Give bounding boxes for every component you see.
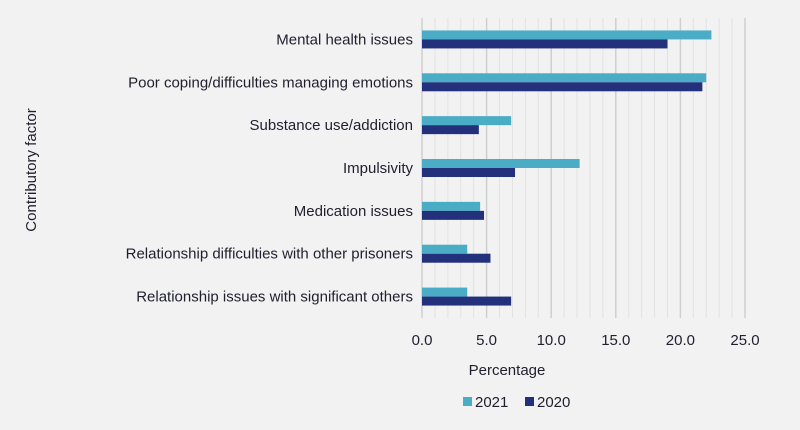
bar-layer [422, 30, 712, 306]
bar-2021 [422, 116, 512, 126]
x-axis-title: Percentage [469, 362, 546, 379]
bar-2021 [422, 159, 580, 168]
bar-2020 [422, 39, 668, 49]
grid-layer [421, 18, 746, 318]
y-axis-title: Contributory factor [23, 108, 40, 231]
bar-2021 [422, 73, 707, 83]
category-label: Mental health issues [276, 31, 413, 48]
bar-2020 [422, 253, 491, 263]
tick-layer: 0.0 5.0 10.0 15.0 20.0 25.0 [412, 332, 760, 349]
category-label: Substance use/addiction [250, 117, 413, 134]
legend-swatch-2020 [525, 397, 534, 406]
x-tick-label: 5.0 [476, 332, 497, 349]
legend-swatch-2021 [463, 397, 472, 406]
x-tick-label: 10.0 [537, 332, 566, 349]
bar-2020 [422, 82, 703, 92]
category-label-layer: Mental health issues Poor coping/difficul… [126, 31, 414, 305]
x-tick-label: 20.0 [666, 332, 695, 349]
bar-2020 [422, 210, 485, 220]
category-label: Relationship difficulties with other pri… [126, 246, 413, 263]
bar-2020 [422, 168, 516, 177]
category-label: Medication issues [294, 203, 413, 220]
x-tick-label: 0.0 [412, 332, 433, 349]
category-label: Impulsivity [343, 160, 414, 177]
bar-2020 [422, 296, 512, 306]
x-tick-label: 25.0 [730, 332, 759, 349]
category-label: Poor coping/difficulties managing emotio… [128, 74, 413, 91]
bar-2021 [422, 30, 712, 40]
bar-2021 [422, 201, 481, 211]
bar-2020 [422, 125, 479, 135]
legend-label-2020: 2020 [537, 394, 570, 411]
bar-2021 [422, 287, 468, 297]
legend-label-2021: 2021 [475, 394, 508, 411]
category-label: Relationship issues with significant oth… [136, 289, 413, 306]
bar-2021 [422, 244, 468, 254]
legend: 2021 2020 [463, 394, 570, 411]
x-tick-label: 15.0 [601, 332, 630, 349]
